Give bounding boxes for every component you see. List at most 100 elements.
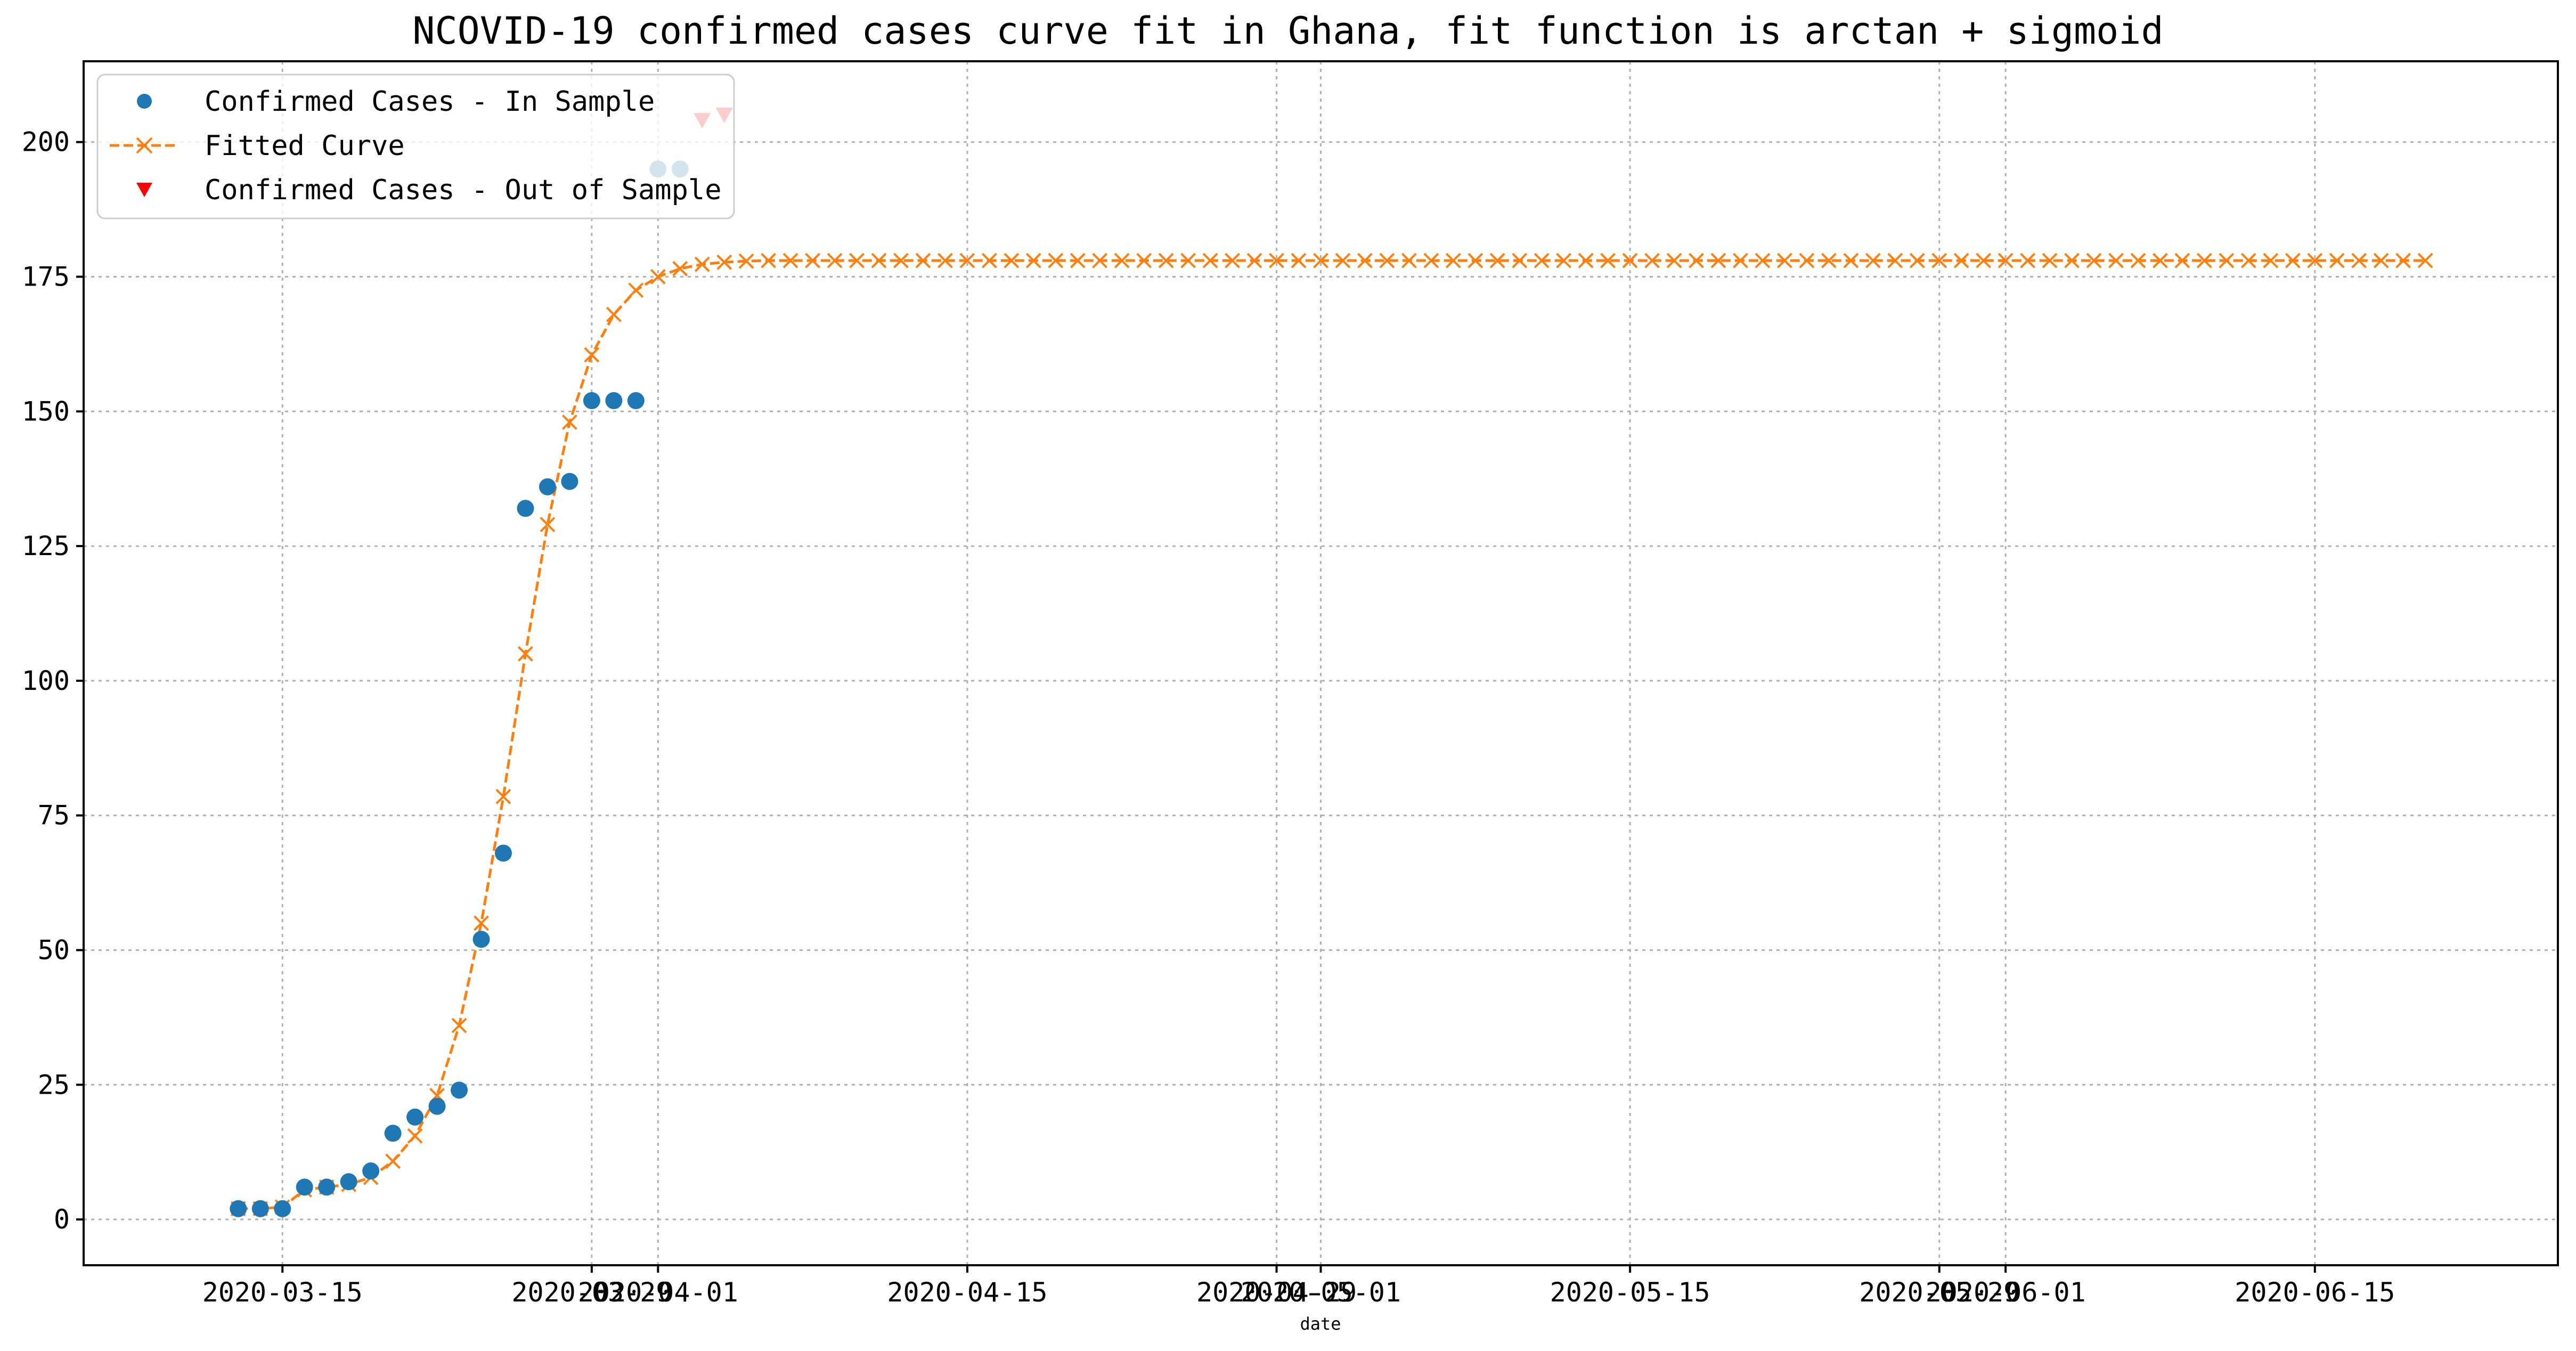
fitted-curve-marker <box>451 1018 467 1033</box>
x-tick-label: 2020-06-15 <box>2235 1277 2395 1308</box>
fitted-curve-marker <box>2020 253 2036 268</box>
fitted-curve-marker <box>1644 253 1660 268</box>
fitted-curve-marker <box>1733 253 1748 268</box>
y-tick-label: 75 <box>38 800 70 831</box>
fitted-curve-marker <box>1136 253 1152 268</box>
fitted-curve-marker <box>1865 253 1881 268</box>
fitted-curve-marker <box>1931 253 1947 268</box>
fitted-curve-marker <box>716 254 732 270</box>
fitted-curve-marker <box>849 253 865 268</box>
fitted-curve-marker <box>2219 253 2235 268</box>
fitted-curve-marker <box>1755 253 1771 268</box>
x-tick-label: 2020-05-29 <box>1859 1277 2019 1308</box>
fitted-curve-marker <box>1070 253 1086 268</box>
fitted-curve-marker <box>1269 253 1284 268</box>
fitted-curve-marker <box>1799 253 1815 268</box>
fitted-curve-marker <box>2307 253 2323 268</box>
fitted-curve-marker <box>915 253 931 268</box>
in-sample-point <box>583 392 600 410</box>
fitted-curve-marker <box>1689 253 1704 268</box>
fitted-curve-marker <box>1445 253 1461 268</box>
fitted-curve-marker <box>495 788 511 804</box>
fitted-curve-marker <box>738 253 754 269</box>
fitted-curve-marker <box>650 269 666 284</box>
fitted-curve-marker <box>827 253 843 268</box>
fitted-curve-marker <box>1246 253 1262 268</box>
in-sample-point <box>605 392 623 410</box>
legend-label-in-sample: Confirmed Cases - In Sample <box>205 86 655 118</box>
fitted-curve-marker <box>1887 253 1903 268</box>
chart-title: NCOVID-19 confirmed cases curve fit in G… <box>412 9 2163 53</box>
in-sample-point <box>340 1173 357 1191</box>
x-tick-label: 2020-05-01 <box>1241 1277 1401 1308</box>
fitted-curve-marker <box>474 915 489 931</box>
fitted-curve-marker <box>2263 253 2279 268</box>
fitted-curve-marker <box>1600 253 1616 268</box>
fitted-curve-marker <box>407 1128 423 1144</box>
fitted-curve-marker <box>1379 253 1395 268</box>
fitted-curve-marker <box>871 253 887 268</box>
in-sample-point <box>627 392 645 410</box>
fitted-curve-marker <box>1357 253 1373 268</box>
y-tick-label: 125 <box>22 531 70 561</box>
fitted-curve-marker <box>981 253 997 268</box>
fitted-curve-marker <box>1556 253 1572 268</box>
in-sample-point <box>251 1200 269 1217</box>
in-sample-point <box>517 500 534 517</box>
fitted-curve-marker <box>2329 253 2345 268</box>
in-sample-point <box>362 1162 380 1180</box>
fitted-curve-marker <box>1578 253 1594 268</box>
legend-marker-in-sample <box>137 94 152 109</box>
fitted-curve-marker <box>959 253 975 268</box>
in-sample-point <box>406 1108 424 1126</box>
fitted-curve-marker <box>1468 253 1483 268</box>
fitted-curve-marker <box>2086 253 2102 268</box>
in-sample-point <box>274 1200 291 1217</box>
fitted-curve-marker <box>584 347 600 363</box>
fitted-curve-marker <box>1335 253 1351 268</box>
fitted-curve-marker <box>1534 253 1550 268</box>
in-sample-point <box>428 1097 446 1115</box>
fitted-curve-marker <box>1909 253 1925 268</box>
fitted-curve-marker <box>1401 253 1417 268</box>
fitted-curve-marker <box>1114 253 1130 268</box>
fitted-curve-marker <box>1423 253 1439 268</box>
x-tick-label: 2020-04-01 <box>578 1277 738 1308</box>
fitted-curve-marker <box>1092 253 1108 268</box>
x-tick-label: 2020-05-15 <box>1550 1277 1710 1308</box>
fitted-curve-marker <box>1512 253 1528 268</box>
fitted-curve-marker <box>518 646 533 662</box>
y-tick-label: 50 <box>38 934 70 965</box>
fitted-curve-marker <box>2373 253 2389 268</box>
in-sample-point <box>451 1081 468 1099</box>
fitted-curve-marker <box>1953 253 1969 268</box>
legend-marker-fitted <box>136 137 153 154</box>
fitted-curve-marker <box>1821 253 1837 268</box>
fitted-curve-marker <box>2042 253 2058 268</box>
fitted-curve-marker <box>782 253 798 268</box>
y-tick-label: 200 <box>22 127 70 158</box>
fitted-curve-marker <box>628 282 644 298</box>
in-sample-point <box>494 844 512 862</box>
fitted-curve-marker <box>1843 253 1859 268</box>
x-tick-label: 2020-06-01 <box>1926 1277 2086 1308</box>
y-tick-label: 100 <box>22 665 70 696</box>
fitted-curve-marker <box>938 253 953 268</box>
fitted-curve-marker <box>540 517 556 533</box>
fitted-curve-marker <box>385 1153 401 1169</box>
x-tick-label: 2020-04-15 <box>887 1277 1047 1308</box>
fitted-curve-marker <box>1180 253 1196 268</box>
fitted-curve-marker <box>1025 253 1041 268</box>
y-tick-label: 175 <box>22 261 70 292</box>
x-tick-label: 2020-03-29 <box>511 1277 672 1308</box>
in-sample-point <box>296 1178 313 1196</box>
fitted-curve-marker <box>2197 253 2212 268</box>
fitted-curve-marker <box>561 414 577 430</box>
fitted-curve-marker <box>2285 253 2301 268</box>
y-axis: 0 25 50 75 100 125 150 175 200 <box>22 127 84 1235</box>
fitted-curve-marker <box>606 306 622 322</box>
fitted-curve-marker <box>1710 253 1726 268</box>
fitted-curve-marker <box>2417 253 2433 268</box>
in-sample-point <box>230 1200 247 1217</box>
